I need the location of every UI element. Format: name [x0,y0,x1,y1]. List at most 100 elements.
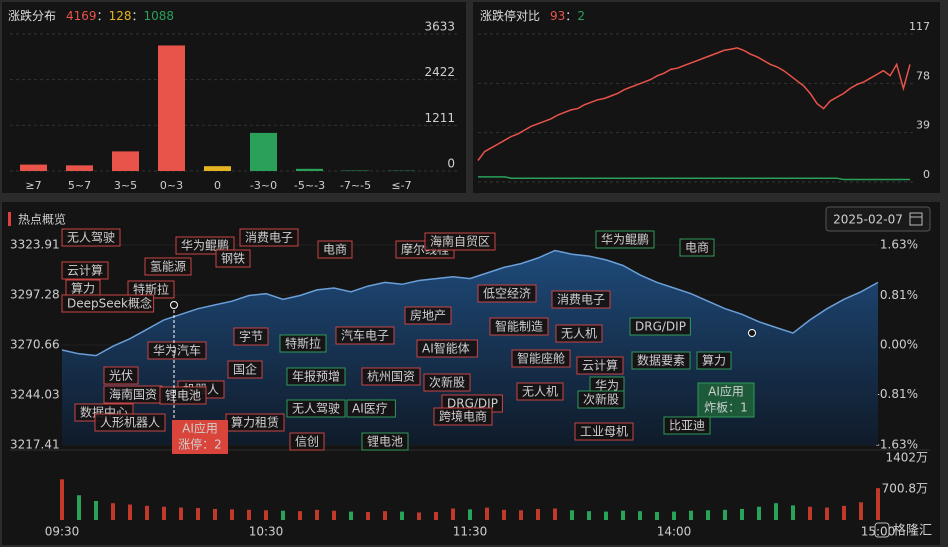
x-tick-label: -7~-5 [340,179,371,192]
callout-box [172,420,228,454]
y2-tick-label: -1.63% [876,438,918,452]
x-tick-label: 0 [214,179,221,192]
y-tick-label: 700.8万 [882,482,928,496]
hotspot-chart: 3217.41 3244.03 3270.66 3297.28 3323.91 -1.63… [10,228,928,539]
tag-label: 智能座舱 [517,351,565,366]
tag-label: DeepSeek概念 [67,296,152,311]
y2-tick-label: 1.63% [880,238,918,252]
highlight-dot [748,329,756,337]
volume-bar [60,479,64,520]
tag-label: 特斯拉 [285,336,321,351]
calendar-icon[interactable] [909,212,923,226]
highlight-dot [170,301,178,309]
tag-box [696,351,732,370]
y-tick-label: 1211 [424,111,455,125]
bar [204,166,231,171]
y2-tick-label: -0.81% [876,387,918,401]
tag-label: 算力租赁 [231,415,279,430]
x-tick-label: 09:30 [45,525,80,539]
tag-box [595,230,655,249]
tag-label: DRG/DIP [635,320,686,334]
tag-label: 海南自贸区 [430,234,490,249]
tag-label: 算力 [71,281,95,296]
y-tick-label: 3217.41 [10,438,60,452]
volume-bar [587,511,591,520]
tag-box [631,351,691,370]
volume-bar [825,507,829,520]
tag-box [103,366,139,385]
volume-bar [111,503,115,520]
tag-box [574,422,634,441]
tag-label: 无人机 [522,385,558,399]
callout-title: AI应用 [708,384,744,399]
tag-box [61,261,109,280]
tag-label: AI智能体 [422,341,470,356]
volume-bar [757,506,761,520]
y-tick-label: 3244.03 [10,388,60,402]
y-tick-label: 3270.66 [10,338,60,352]
logo-icon [874,522,890,538]
volume-bar [196,508,200,520]
panel [473,2,940,193]
tag-box [159,386,207,405]
tag-label: AI医疗 [352,402,388,416]
volume-bar [740,508,744,520]
bar [250,132,277,171]
tag-box [227,360,263,379]
tag-label: 算力 [702,353,726,368]
tag-label: 氢能源 [150,259,186,274]
callout-detail: 炸板：1 [704,401,748,415]
x-tick-label: -3~0 [250,179,277,192]
tag-box [233,327,269,346]
volume-bar [536,508,540,520]
tag-label: 房地产 [410,308,446,323]
tag-label: 云计算 [582,358,618,373]
tag-box [335,326,395,345]
volume-bar [791,505,795,520]
tag-label: 字节 [239,329,263,344]
x-tick-label: 3~5 [114,179,137,192]
tag-label: 电商 [323,242,347,257]
y-tick-label: 117 [909,20,930,33]
panel [2,2,466,193]
tag-label: 次新股 [583,392,619,407]
volume-bar [230,509,234,520]
volume-bar [179,507,183,520]
tag-label: 年报预增 [292,369,340,384]
x-tick-label: 5~7 [68,179,91,192]
volume-bar [298,511,302,520]
volume-bar [162,506,166,520]
volume-bar [672,511,676,520]
volume-bar [264,510,268,520]
tag-label: 特斯拉 [133,282,169,297]
bar [20,164,47,171]
tag-box [215,249,251,268]
x-tick-label: 10:30 [249,525,284,539]
panel-title: 涨跌分布 4169：128：1088 [8,8,174,23]
bar [66,165,93,171]
tag-box [361,432,409,451]
volume-bar [468,509,472,520]
volume-bar [706,510,710,520]
y-tick-label: 3323.91 [10,238,60,252]
volume-bar [859,502,863,520]
watermark: 格隆汇 [893,523,932,539]
volume-bar [451,508,455,520]
y2-tick-label: 0.00% [880,338,918,352]
tag-box [361,367,421,386]
date-picker[interactable]: 2025-02-07 [825,206,931,232]
tag-label: 汽车电子 [341,328,389,343]
tag-label: 次新股 [429,375,465,390]
y-tick-label: 0 [923,168,930,181]
volume-bar [519,510,523,520]
volume-bar [332,510,336,520]
x-tick-label: -5~-3 [294,179,325,192]
date-box[interactable] [825,206,931,232]
y-tick-label: 0 [447,157,455,171]
x-tick-label: ≤-7 [391,179,411,192]
panel-title: 热点概览 [18,212,66,227]
panel-title: 涨跌停对比 93：2 [480,8,585,23]
date[interactable]: 2025-02-07 [833,213,903,227]
tag-label: 国企 [233,362,257,377]
